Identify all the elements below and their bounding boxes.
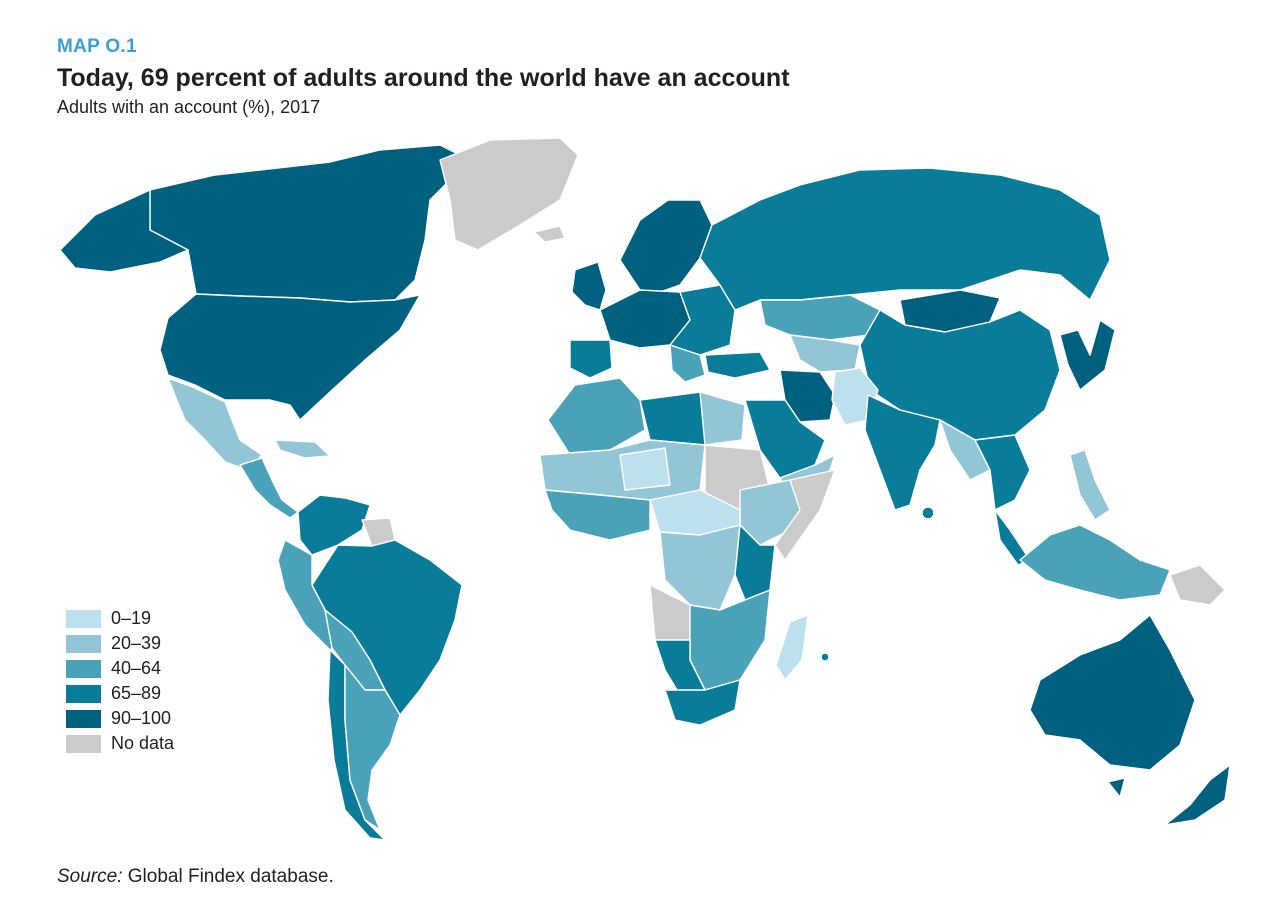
region-mauritius	[820, 652, 830, 662]
region-papua-new-guinea	[1169, 564, 1226, 606]
region-iberia	[569, 339, 613, 379]
region-russia	[699, 167, 1111, 311]
legend-label: No data	[111, 733, 175, 753]
region-north-africa-west	[547, 377, 646, 456]
region-alaska	[59, 189, 189, 273]
region-egypt	[699, 391, 746, 446]
region-kazakhstan	[759, 294, 881, 341]
region-new-zealand	[1164, 764, 1231, 826]
region-madagascar	[775, 614, 809, 681]
region-arabian-peninsula	[744, 399, 826, 479]
legend-item: 90–100	[66, 706, 174, 731]
source-text: Global Findex database.	[122, 866, 334, 887]
legend-label: 20–39	[111, 633, 162, 653]
region-balkans	[669, 344, 706, 383]
region-turkey	[704, 351, 771, 379]
source-label: Source:	[57, 866, 123, 887]
region-caribbean	[274, 439, 331, 459]
region-australia	[1029, 614, 1196, 771]
legend-item: 0–19	[66, 606, 174, 631]
region-indonesia	[1019, 524, 1171, 601]
region-south-africa	[664, 679, 741, 726]
region-thailand-indochina	[974, 434, 1031, 511]
region-central-asia	[789, 334, 861, 373]
legend-label: 65–89	[111, 683, 162, 703]
region-tasmania	[1107, 777, 1126, 798]
legend-swatch	[66, 609, 101, 628]
legend-item: 65–89	[66, 681, 174, 706]
region-niger	[619, 447, 671, 491]
legend-swatch	[66, 659, 101, 678]
region-philippines	[1069, 449, 1111, 521]
map-title: Today, 69 percent of adults around the w…	[57, 64, 790, 92]
legend-item: 20–39	[66, 631, 174, 656]
region-iceland	[533, 225, 566, 243]
source-note: Source: Global Findex database.	[57, 866, 334, 888]
map-label: MAP O.1	[57, 36, 137, 57]
region-korea-japan	[1059, 319, 1116, 391]
region-greenland	[439, 137, 579, 251]
map-subtitle: Adults with an account (%), 2017	[57, 97, 321, 117]
legend-label: 40–64	[111, 658, 162, 678]
legend-label: 90–100	[111, 708, 172, 728]
region-central-america	[239, 457, 299, 519]
region-canada	[149, 144, 471, 303]
region-uk-ireland	[571, 261, 607, 311]
region-bangladesh-myanmar	[939, 419, 991, 481]
region-colombia-venezuela	[297, 494, 371, 556]
region-somalia	[774, 469, 836, 561]
region-scandinavia	[619, 199, 713, 293]
legend-swatch	[66, 734, 101, 753]
region-india	[864, 394, 941, 511]
region-drc	[659, 524, 741, 611]
legend-swatch	[66, 684, 101, 703]
legend-swatch	[66, 709, 101, 728]
map-legend: 0–19 20–39 40–64 65–89 90–100 No data	[66, 606, 174, 756]
region-usa	[159, 293, 421, 421]
legend-item: 40–64	[66, 656, 174, 681]
legend-label: 0–19	[111, 608, 152, 628]
region-west-africa-coast	[544, 489, 651, 541]
region-sri-lanka	[921, 506, 935, 520]
legend-swatch	[66, 634, 101, 653]
region-argentina	[344, 664, 401, 831]
legend-item: No data	[66, 731, 174, 756]
